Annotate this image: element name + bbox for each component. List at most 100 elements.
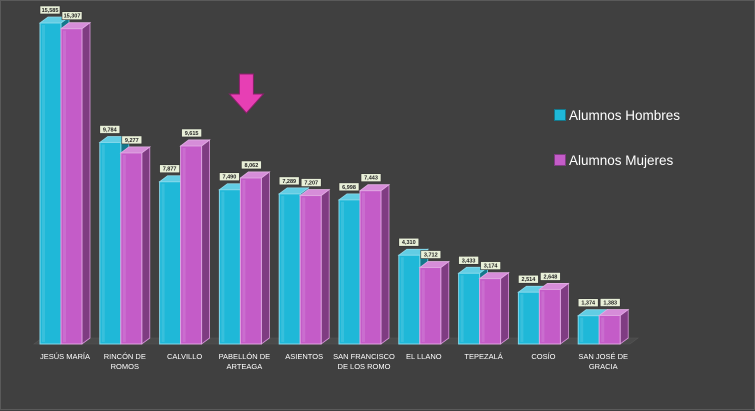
bar-mujeres [119, 146, 152, 345]
data-label-mujeres: 7,443 [360, 173, 382, 182]
bar-highlight [101, 144, 105, 342]
down-arrow-icon [228, 73, 265, 114]
annotation-group [228, 73, 265, 114]
data-label-box [99, 125, 121, 134]
data-label-mujeres: 15,307 [61, 11, 83, 21]
bar-mujeres [358, 183, 391, 345]
bar-highlight [421, 269, 425, 342]
data-label-box [518, 274, 539, 284]
bar-side [440, 260, 450, 345]
bar-mujeres [538, 282, 570, 345]
data-label-text: 7,877 [163, 167, 177, 173]
data-label-box [241, 160, 262, 170]
data-label-mujeres: 3,712 [420, 250, 442, 259]
bar-front [479, 278, 502, 345]
bar-highlight [161, 183, 165, 342]
bar-side [81, 21, 91, 345]
data-label-mujeres: 2,648 [540, 272, 561, 281]
legend-item-mujeres: Alumnos Mujeres [554, 149, 734, 171]
x-tick-label: TEPEZALÁ [464, 352, 502, 361]
data-label-hombres: 3,433 [458, 255, 479, 265]
legend-label-mujeres: Alumnos Mujeres [569, 152, 674, 168]
x-tick-label: GRACIA [589, 362, 618, 371]
data-label-mujeres: 9,615 [181, 128, 202, 138]
data-label-box [480, 261, 501, 270]
bar-front [120, 152, 143, 345]
bar-front [598, 315, 621, 345]
data-label-text: 9,277 [125, 138, 139, 144]
data-label-box [338, 182, 360, 192]
bar-highlight [481, 280, 485, 342]
data-label-text: 1,383 [603, 301, 617, 307]
data-label-hombres: 6,998 [338, 182, 360, 192]
data-label-mujeres: 7,207 [300, 178, 322, 187]
bar-highlight [302, 197, 306, 342]
data-label-box [420, 250, 442, 259]
data-label-mujeres: 3,174 [480, 261, 501, 270]
x-tick-label: COSÍO [531, 352, 555, 361]
data-label-box [39, 5, 61, 15]
data-label-hombres: 15,585 [39, 5, 61, 15]
data-label-text: 6,998 [342, 185, 356, 191]
bar-mujeres [418, 260, 450, 345]
data-label-box [398, 237, 420, 247]
data-label-text: 9,615 [185, 131, 199, 137]
data-label-box [540, 272, 561, 281]
data-label-box [278, 176, 300, 186]
x-tick-label: SAN FRANCISCO [333, 352, 395, 361]
bar-highlight [520, 294, 524, 342]
x-tick-label: PABELLÓN DE [219, 352, 271, 361]
bar-highlight [281, 195, 285, 342]
data-label-text: 7,490 [223, 175, 237, 181]
bar-side [141, 146, 151, 345]
data-label-text: 15,307 [64, 14, 81, 20]
bar-front [359, 190, 382, 345]
bar-highlight [122, 154, 126, 342]
x-tick-label: ROMOS [111, 362, 139, 371]
bar-highlight [341, 201, 344, 342]
x-tick-label: SAN JOSÉ DE [578, 352, 628, 361]
bar-highlight [63, 30, 66, 343]
data-label-text: 3,433 [462, 258, 476, 264]
bar-mujeres [478, 271, 510, 345]
data-label-text: 7,207 [304, 181, 318, 187]
data-label-box [61, 11, 83, 21]
bar-highlight [541, 291, 545, 342]
data-label-text: 9,784 [103, 127, 118, 133]
data-label-box [159, 164, 180, 174]
x-tick-label: DE LOS ROMO [338, 362, 391, 371]
bar-front [538, 288, 561, 345]
bar-mujeres [299, 188, 331, 345]
bar-front [60, 28, 83, 345]
x-tick-label: EL LLANO [406, 352, 442, 361]
bar-mujeres [239, 171, 271, 345]
x-tick-label: JESÚS MARÍA [40, 352, 90, 361]
x-tick-label: ARTEAGA [227, 362, 263, 371]
legend-swatch-mujeres [554, 154, 566, 166]
bar-front [299, 195, 322, 345]
x-tick-label: RINCÓN DE [104, 352, 146, 361]
data-label-box [300, 178, 322, 187]
data-label-text: 7,289 [282, 179, 296, 185]
bars-group [38, 16, 630, 345]
data-label-mujeres: 9,277 [121, 135, 143, 145]
bar-mujeres [59, 21, 92, 345]
bar-front [180, 145, 203, 345]
bar-front [419, 267, 442, 345]
data-label-text: 15,585 [42, 8, 59, 14]
bar-side [500, 271, 510, 345]
bar-side [320, 188, 330, 345]
data-label-text: 8,062 [245, 163, 259, 169]
data-label-text: 3,174 [484, 264, 499, 270]
bar-mujeres [598, 308, 630, 345]
bar-highlight [182, 147, 186, 342]
bar-side [201, 139, 211, 345]
bar-side [260, 171, 270, 345]
bar-highlight [362, 192, 365, 342]
data-label-hombres: 2,514 [518, 274, 539, 284]
bar-front [239, 177, 262, 345]
data-label-text: 4,310 [402, 240, 416, 246]
